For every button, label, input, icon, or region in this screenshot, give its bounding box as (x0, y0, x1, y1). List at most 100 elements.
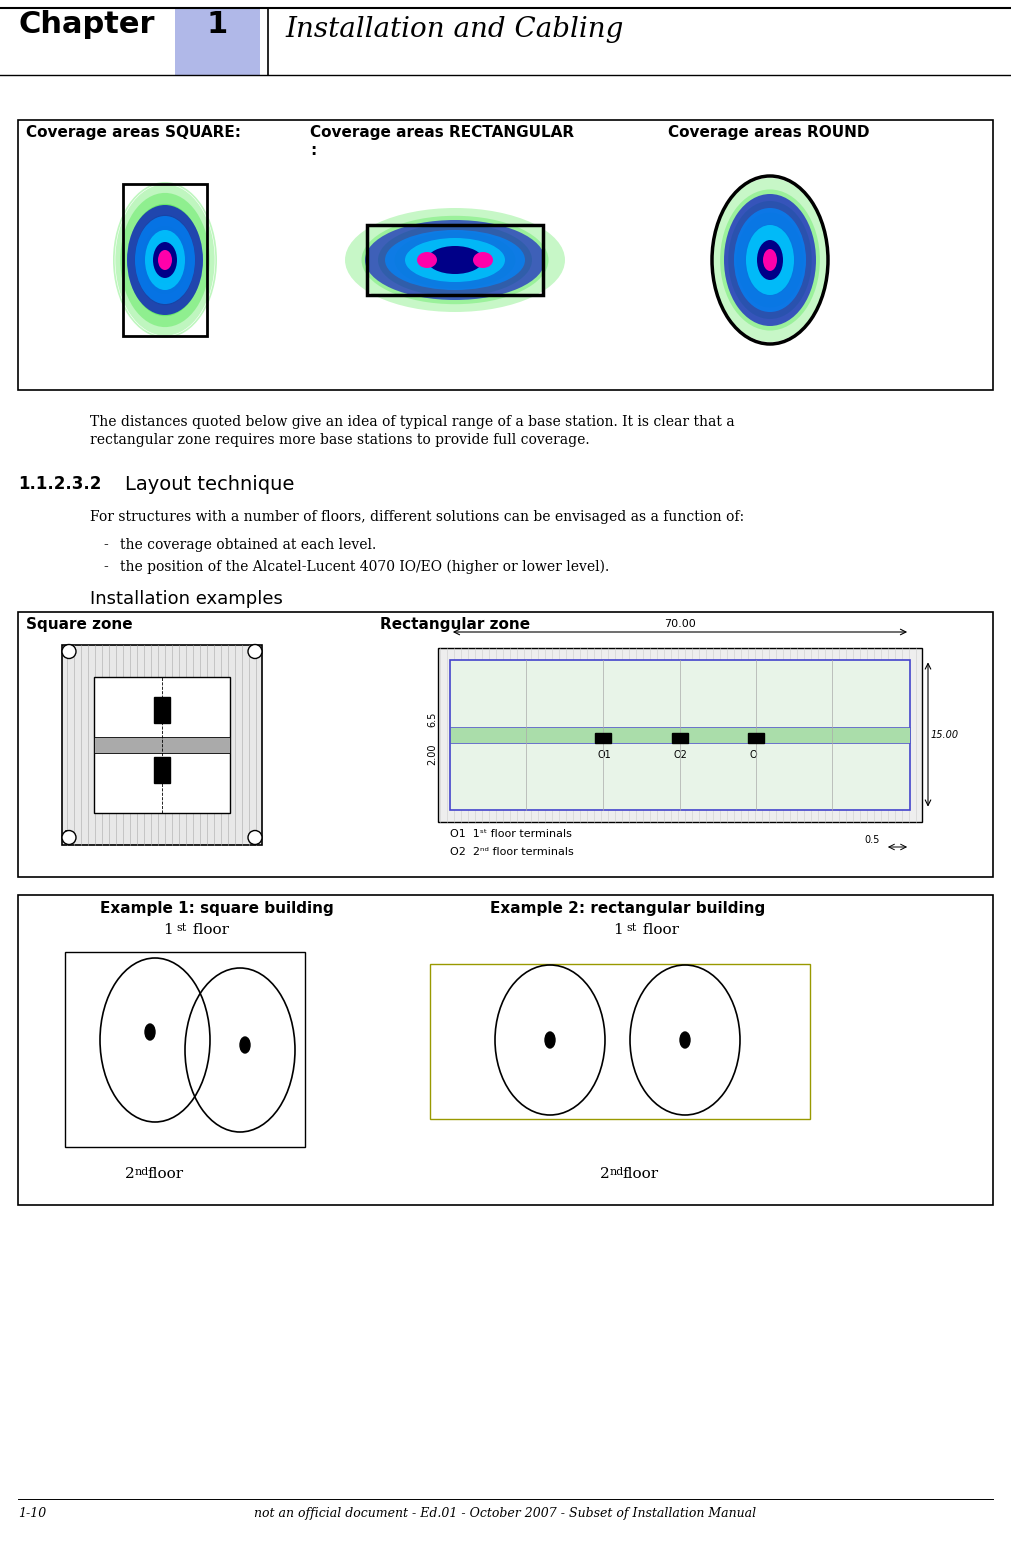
Text: not an official document - Ed.01 - October 2007 - Subset of Installation Manual: not an official document - Ed.01 - Octob… (254, 1507, 756, 1521)
Text: 1: 1 (64, 831, 70, 840)
Ellipse shape (362, 215, 549, 305)
Bar (123, 184, 207, 336)
Ellipse shape (712, 178, 828, 342)
Ellipse shape (545, 1032, 555, 1047)
Ellipse shape (724, 193, 816, 326)
Bar (62, 645, 262, 845)
Ellipse shape (62, 831, 76, 845)
Ellipse shape (248, 645, 262, 659)
Text: floor: floor (188, 924, 229, 937)
Ellipse shape (153, 241, 177, 278)
Text: O2  2ⁿᵈ floor terminals: O2 2ⁿᵈ floor terminals (450, 848, 574, 857)
Text: 15.00: 15.00 (931, 730, 959, 739)
Text: Coverage areas RECTANGULAR: Coverage areas RECTANGULAR (310, 125, 574, 139)
Text: Rectangular zone: Rectangular zone (380, 617, 530, 633)
Bar (154, 696, 170, 722)
Text: Layout technique: Layout technique (125, 475, 294, 493)
Ellipse shape (150, 237, 181, 283)
Bar (367, 224, 543, 295)
Ellipse shape (127, 206, 203, 316)
Ellipse shape (127, 204, 202, 316)
Text: rectangular zone requires more base stations to provide full coverage.: rectangular zone requires more base stat… (90, 433, 589, 447)
Ellipse shape (240, 1036, 250, 1054)
Text: 6.5: 6.5 (427, 712, 437, 727)
Ellipse shape (720, 189, 820, 331)
Ellipse shape (736, 212, 804, 308)
Bar (18, 896, 993, 1205)
Text: 1: 1 (163, 924, 173, 937)
Text: 2: 2 (125, 1166, 135, 1180)
Text: Coverage areas ROUND: Coverage areas ROUND (668, 125, 869, 139)
Text: O1: O1 (598, 750, 611, 761)
Ellipse shape (411, 240, 499, 282)
Ellipse shape (145, 1024, 155, 1040)
Ellipse shape (757, 240, 783, 280)
Text: floor: floor (622, 1166, 658, 1180)
Bar (154, 756, 170, 783)
Text: 1.1.2.3.2: 1.1.2.3.2 (18, 475, 101, 493)
Bar (595, 732, 611, 743)
Bar (430, 964, 810, 1118)
Text: nd: nd (135, 1166, 150, 1177)
Bar (18, 121, 993, 390)
Ellipse shape (365, 220, 545, 300)
Text: Example 1: square building: Example 1: square building (100, 900, 334, 916)
Text: :: : (310, 142, 316, 158)
Text: the coverage obtained at each level.: the coverage obtained at each level. (120, 538, 376, 552)
Ellipse shape (135, 217, 195, 305)
Ellipse shape (405, 238, 506, 282)
Ellipse shape (113, 183, 217, 337)
Bar (450, 659, 910, 809)
Ellipse shape (417, 252, 437, 268)
Text: The distances quoted below give an idea of typical range of a base station. It i: The distances quoted below give an idea … (90, 415, 735, 429)
Text: Coverage areas SQUARE:: Coverage areas SQUARE: (26, 125, 241, 139)
Ellipse shape (473, 252, 493, 268)
Ellipse shape (158, 251, 172, 271)
Ellipse shape (394, 232, 516, 289)
Text: 70.00: 70.00 (664, 619, 696, 630)
Text: nd: nd (610, 1166, 624, 1177)
Text: O: O (750, 750, 757, 761)
Bar (65, 951, 305, 1146)
Text: st: st (626, 924, 636, 933)
Bar (94, 676, 229, 812)
Ellipse shape (680, 1032, 690, 1047)
Ellipse shape (744, 224, 796, 295)
Text: floor: floor (147, 1166, 183, 1180)
Text: 1-10: 1-10 (18, 1507, 47, 1521)
Text: -: - (103, 538, 108, 552)
Bar (748, 732, 764, 743)
Bar (438, 648, 922, 821)
Bar (672, 732, 688, 743)
Text: the position of the Alcatel-Lucent 4070 IO/EO (higher or lower level).: the position of the Alcatel-Lucent 4070 … (120, 560, 610, 574)
Text: O2: O2 (674, 750, 687, 761)
Text: -: - (103, 560, 108, 574)
Bar (175, 8, 260, 74)
Ellipse shape (385, 231, 525, 289)
Ellipse shape (752, 235, 788, 285)
Bar (450, 727, 910, 743)
Ellipse shape (120, 193, 209, 326)
Ellipse shape (62, 645, 76, 659)
Text: O1  1ˢᵗ floor terminals: O1 1ˢᵗ floor terminals (450, 829, 572, 838)
Bar (94, 736, 229, 752)
Ellipse shape (248, 831, 262, 845)
Text: floor: floor (638, 924, 679, 937)
Text: 2: 2 (601, 1166, 610, 1180)
Ellipse shape (728, 201, 812, 319)
Ellipse shape (378, 224, 532, 297)
Ellipse shape (746, 224, 794, 295)
Ellipse shape (345, 207, 565, 312)
Ellipse shape (134, 215, 195, 305)
Text: For structures with a number of floors, different solutions can be envisaged as : For structures with a number of floors, … (90, 511, 744, 524)
Text: Chapter: Chapter (18, 9, 155, 39)
Ellipse shape (145, 231, 185, 289)
Text: Installation examples: Installation examples (90, 589, 283, 608)
Ellipse shape (734, 207, 806, 312)
Text: Installation and Cabling: Installation and Cabling (285, 15, 624, 43)
Text: Example 2: rectangular building: Example 2: rectangular building (490, 900, 765, 916)
Text: 2: 2 (248, 648, 254, 657)
Text: st: st (176, 924, 186, 933)
Ellipse shape (763, 249, 777, 271)
Ellipse shape (143, 226, 188, 294)
